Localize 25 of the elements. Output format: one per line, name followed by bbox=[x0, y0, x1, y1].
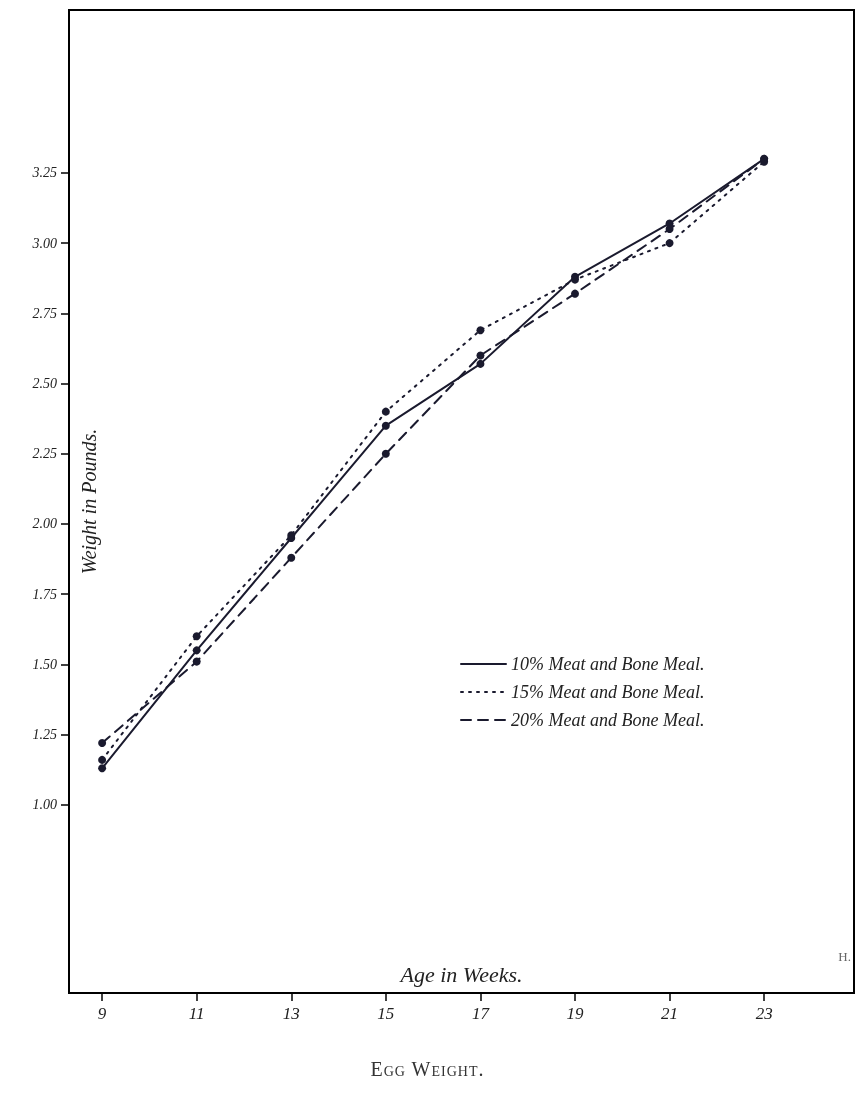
x-tick-label: 19 bbox=[566, 1004, 584, 1023]
text: Egg Weight. bbox=[369, 1058, 486, 1081]
y-tick-label: 2.50 bbox=[32, 376, 57, 392]
y-tick-label: 2.75 bbox=[32, 305, 57, 321]
y-tick-label: 1.00 bbox=[32, 797, 57, 813]
annotation: H. bbox=[838, 949, 851, 964]
x-tick-label: 13 bbox=[282, 1004, 300, 1023]
y-tick-label: 2.25 bbox=[32, 446, 57, 462]
x-tick-label: 23 bbox=[755, 1004, 773, 1023]
y-axis-title: Weight in Pounds. bbox=[78, 428, 101, 575]
x-tick-label: 17 bbox=[471, 1004, 491, 1023]
legend-label: 10% Meat and Bone Meal. bbox=[511, 654, 705, 674]
y-tick-label: 1.50 bbox=[32, 656, 57, 672]
y-tick-label: 3.25 bbox=[31, 165, 57, 181]
x-axis-title: Age in Weeks. bbox=[398, 961, 523, 987]
y-tick-label: 1.25 bbox=[32, 727, 57, 743]
x-tick-label: 15 bbox=[377, 1004, 395, 1023]
y-tick-label: 3.00 bbox=[31, 235, 57, 251]
x-tick-label: 11 bbox=[188, 1004, 205, 1023]
legend-label: 20% Meat and Bone Meal. bbox=[511, 710, 705, 730]
x-tick-label: 9 bbox=[97, 1004, 107, 1023]
legend-label: 15% Meat and Bone Meal. bbox=[511, 682, 705, 702]
x-tick-label: 21 bbox=[661, 1004, 679, 1023]
y-tick-label: 1.75 bbox=[32, 586, 57, 602]
y-tick-label: 2.00 bbox=[32, 516, 57, 532]
